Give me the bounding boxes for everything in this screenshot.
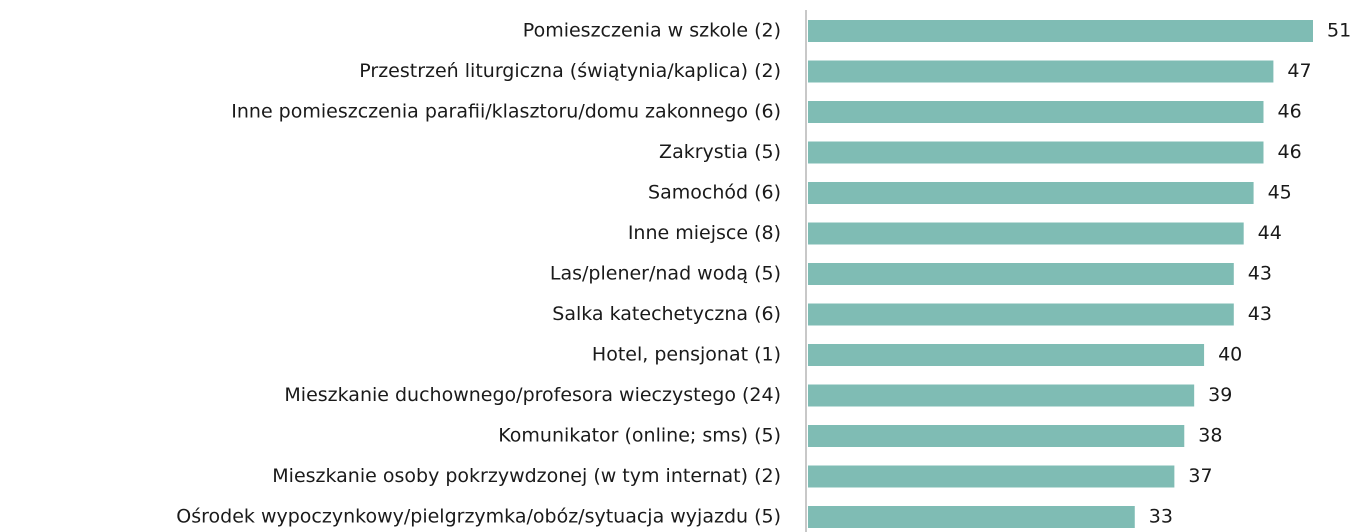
bar: [808, 263, 1234, 285]
bar: [808, 506, 1135, 528]
category-label: Mieszkanie osoby pokrzywdzonej (w tym in…: [272, 465, 781, 487]
bar: [808, 303, 1234, 326]
bar: [808, 141, 1264, 164]
bar: [808, 344, 1205, 366]
value-label: 37: [1188, 465, 1212, 487]
category-label: Przestrzeń liturgiczna (świątynia/kaplic…: [359, 60, 781, 82]
value-label: 45: [1268, 182, 1292, 204]
bar: [808, 465, 1175, 488]
value-label: 47: [1287, 60, 1311, 82]
category-label: Komunikator (online; sms) (5): [498, 425, 781, 447]
value-label: 43: [1248, 263, 1272, 285]
value-label: 43: [1248, 303, 1272, 325]
bar: [808, 222, 1244, 245]
bar: [808, 101, 1264, 123]
bar: [808, 182, 1254, 204]
category-label: Inne pomieszczenia parafii/klasztoru/dom…: [231, 101, 781, 123]
category-label: Samochód (6): [648, 182, 781, 204]
category-label: Ośrodek wypoczynkowy/pielgrzymka/obóz/sy…: [176, 506, 781, 528]
category-label: Inne miejsce (8): [628, 222, 781, 244]
value-label: 46: [1277, 101, 1301, 123]
category-label: Las/plener/nad wodą (5): [550, 263, 781, 285]
category-label: Salka katechetyczna (6): [552, 303, 781, 325]
bar: [808, 425, 1185, 447]
value-label: 40: [1218, 344, 1242, 366]
category-label: Hotel, pensjonat (1): [592, 344, 781, 366]
bar: [808, 384, 1195, 407]
bar: [808, 60, 1274, 83]
category-label: Pomieszczenia w szkole (2): [523, 20, 781, 42]
value-label: 38: [1198, 425, 1222, 447]
value-label: 39: [1208, 384, 1232, 406]
value-label: 44: [1258, 222, 1282, 244]
bar: [808, 20, 1313, 42]
value-label: 46: [1277, 141, 1301, 163]
value-label: 51: [1327, 20, 1351, 42]
category-label: Mieszkanie duchownego/profesora wieczyst…: [284, 384, 781, 406]
value-label: 33: [1149, 506, 1173, 528]
category-label: Zakrystia (5): [659, 141, 781, 163]
